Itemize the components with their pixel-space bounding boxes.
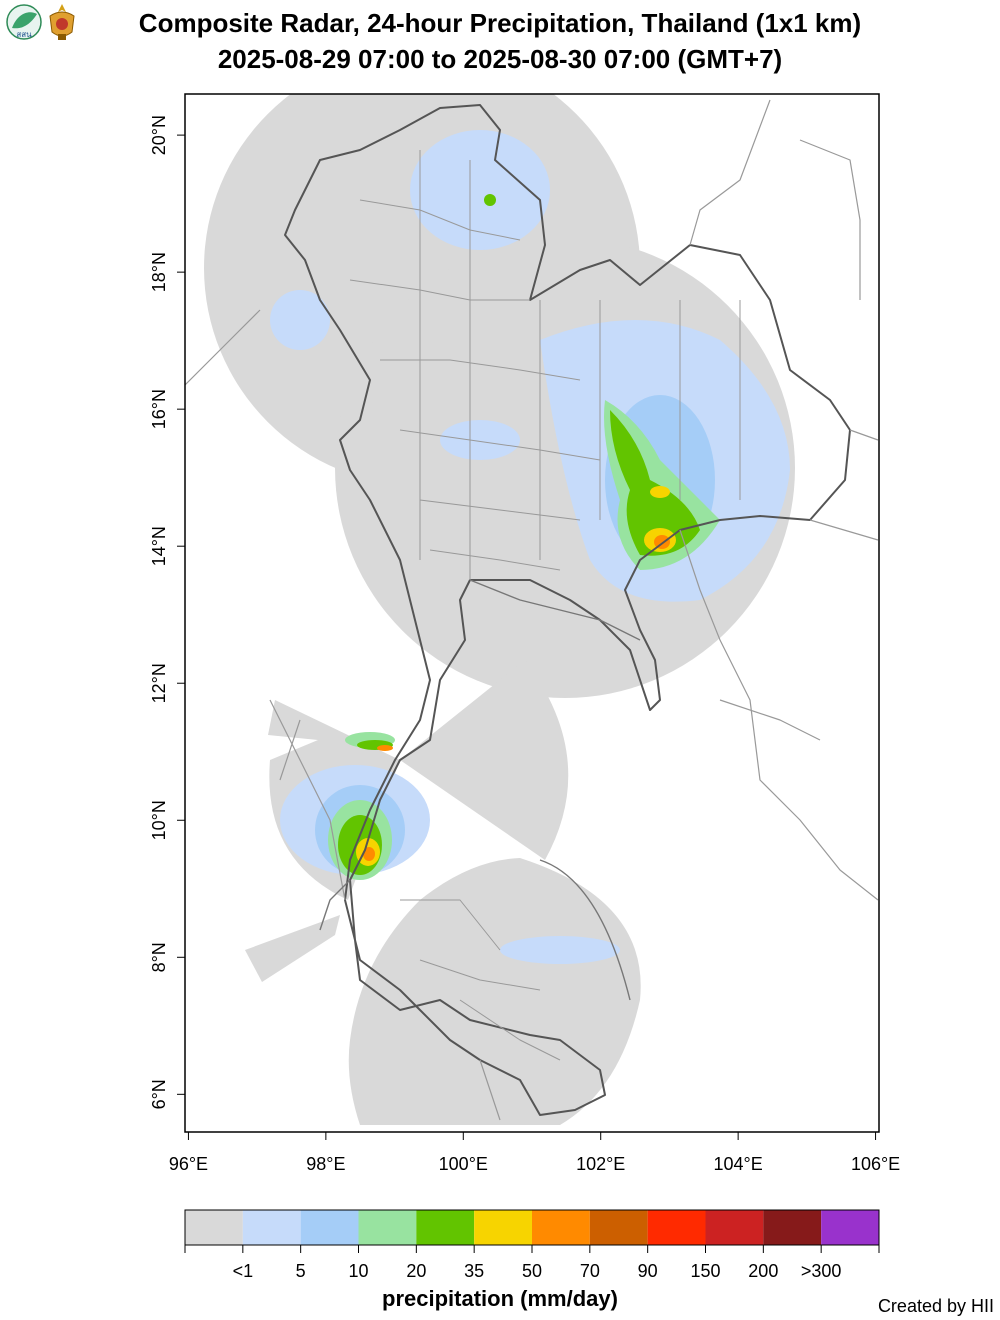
y-tick-label: 14°N bbox=[149, 526, 169, 566]
y-tick-label: 8°N bbox=[149, 942, 169, 972]
royal-emblem-logo bbox=[44, 2, 80, 47]
province-lines bbox=[349, 150, 741, 1061]
x-tick-label: 98°E bbox=[306, 1154, 345, 1174]
rain-35-north bbox=[484, 194, 496, 206]
map-layers bbox=[185, 94, 879, 1125]
radar-coverage-south bbox=[348, 858, 641, 1125]
x-tick-label: 104°E bbox=[714, 1154, 763, 1174]
y-tick-label: 12°N bbox=[149, 663, 169, 703]
thailand-border bbox=[284, 104, 851, 1116]
boundaries bbox=[185, 99, 879, 1121]
chart-title: Composite Radar, 24-hour Precipitation, … bbox=[138, 8, 862, 38]
radar-coverage-east-sector bbox=[400, 660, 569, 860]
x-tick-label: 96°E bbox=[169, 1154, 208, 1174]
logo-text: สสน bbox=[16, 30, 32, 39]
leaf-logo-icon: สสน bbox=[6, 4, 42, 40]
rain-area-south-band bbox=[500, 936, 620, 964]
rain-cores bbox=[356, 486, 676, 866]
y-tick-label: 18°N bbox=[149, 252, 169, 292]
rain-area-northwest bbox=[270, 290, 330, 350]
x-tick-label: 100°E bbox=[439, 1154, 488, 1174]
y-axis: 6°N 8°N 10°N 12°N 14°N 16°N 18°N 20°N bbox=[149, 115, 185, 1109]
chart-subtitle: 2025-08-29 07:00 to 2025-08-30 07:00 (GM… bbox=[217, 44, 783, 74]
royal-emblem-icon bbox=[49, 4, 75, 40]
rain-area-central bbox=[440, 420, 520, 460]
legend-title: precipitation (mm/day) bbox=[382, 1286, 618, 1311]
y-tick-label: 20°N bbox=[149, 115, 169, 155]
neighbor-borders bbox=[185, 99, 879, 1121]
x-tick-label: 106°E bbox=[851, 1154, 900, 1174]
plot-frame bbox=[184, 93, 880, 1133]
rain-50-core-northeast bbox=[650, 486, 670, 498]
rain-70-core-southwest bbox=[363, 847, 375, 861]
x-axis: 96°E 98°E 100°E 102°E 104°E 106°E bbox=[169, 1132, 900, 1174]
y-tick-label: 16°N bbox=[149, 389, 169, 429]
credit-text: Created by HII bbox=[877, 1296, 994, 1316]
x-tick-label: 102°E bbox=[576, 1154, 625, 1174]
rain-70-core-westbeam bbox=[377, 745, 393, 751]
hii-logo: สสน bbox=[4, 2, 44, 47]
y-tick-label: 10°N bbox=[149, 800, 169, 840]
y-tick-label: 6°N bbox=[149, 1079, 169, 1109]
coastline-gulf bbox=[319, 579, 641, 1001]
radar-coverage-southwest-beam bbox=[245, 915, 340, 982]
rain-35-northeast bbox=[610, 410, 700, 556]
